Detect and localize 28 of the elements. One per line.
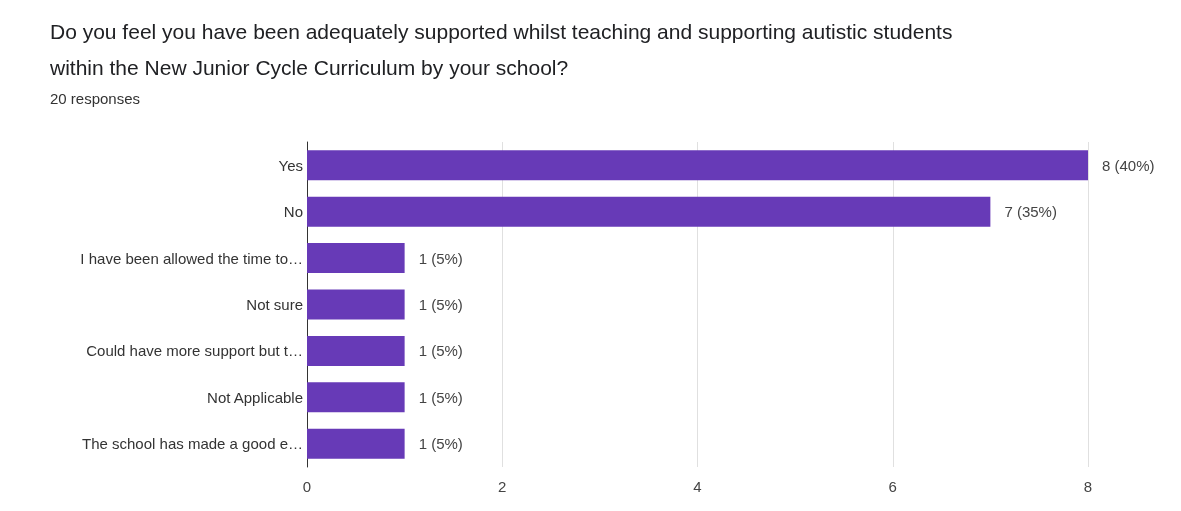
x-tick-label: 0 [302,478,312,495]
data-label: 1 (5%) [418,435,463,453]
chart-title: Do you feel you have been adequately supported whilst teaching and supporting autistic students within the New Junior Cycle Curriculum by your school? [49,19,953,79]
bar [307,243,405,274]
data-label: 1 (5%) [418,342,463,360]
data-label: 1 (5%) [418,296,463,313]
data-label: 1 (5%) [418,388,463,406]
y-tick-label: No [283,203,303,221]
x-tick-label: 2 [498,478,507,495]
bar [307,382,405,413]
data-label: 7 (35%) [1004,203,1057,221]
x-tick-label: 4 [693,478,702,495]
bar [307,428,405,459]
bar [307,289,405,320]
bar [307,196,991,227]
x-tick-label: 8 [1083,478,1093,495]
data-label: 1 (5%) [418,249,463,267]
bar [307,150,1088,181]
x-tick-label: 6 [888,478,897,495]
y-tick-label: Not sure [246,296,303,313]
text: 20 responses [50,90,141,107]
data-label: 8 (40%) [1102,156,1155,174]
y-tick-label: Not Applicable [207,388,303,406]
y-tick-label: Could have more support but t… [86,342,303,360]
bar [307,335,405,366]
y-tick-label: The school has made a good e… [82,435,303,453]
y-tick-label: I have been allowed the time to… [80,249,303,267]
y-tick-label: Yes [278,156,303,174]
